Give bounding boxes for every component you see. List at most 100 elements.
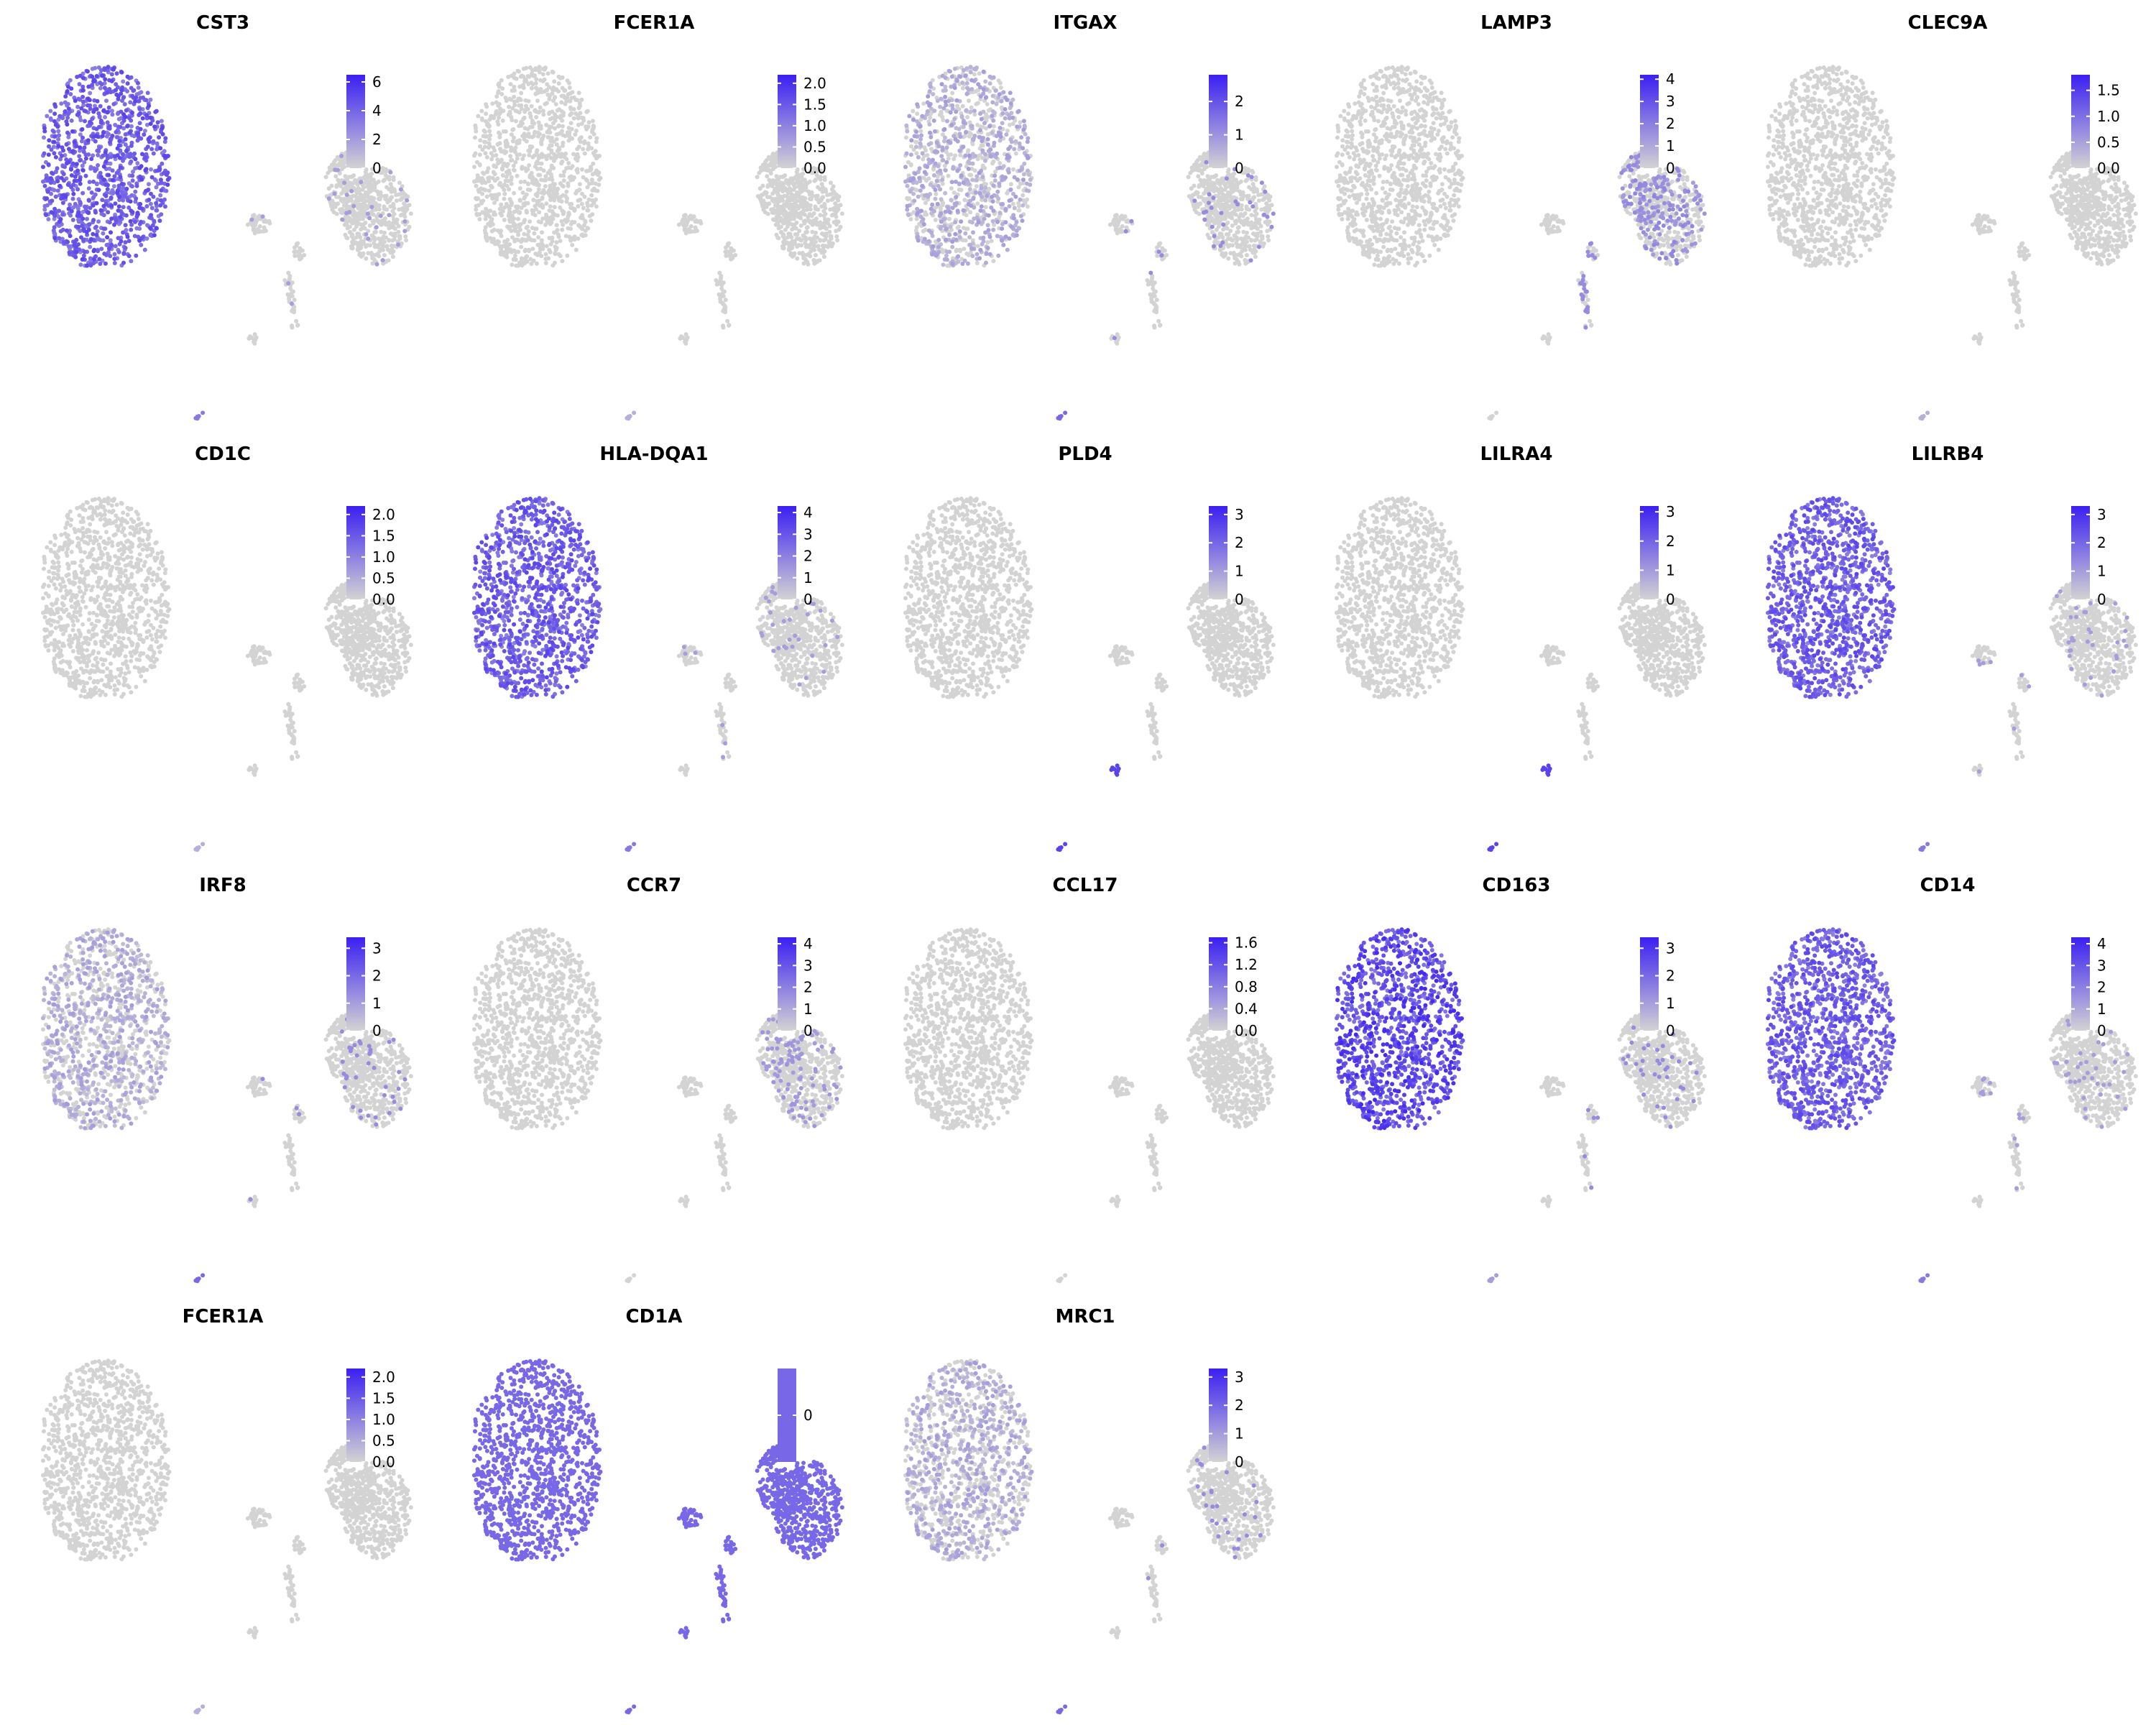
cell-point: [130, 111, 134, 115]
cell-point: [121, 231, 125, 235]
cell-point: [570, 243, 574, 247]
cell-point: [143, 168, 147, 172]
cell-point: [52, 188, 56, 193]
cell-point: [368, 224, 372, 228]
cell-point: [502, 218, 507, 222]
cell-point: [134, 96, 138, 100]
cell-point: [377, 221, 381, 225]
cell-point: [379, 190, 383, 195]
cell-point: [384, 185, 389, 190]
cell-point: [577, 91, 581, 95]
cell-point: [490, 101, 494, 106]
cell-point: [536, 130, 540, 134]
cell-point: [592, 132, 596, 137]
cell-point: [148, 226, 152, 230]
cell-point: [776, 218, 780, 223]
cell-point: [505, 144, 510, 148]
cell-point: [292, 249, 296, 254]
feature-panel-fcer1a-1: FCER1A 2.0 1.5 1.0 0.5 0.0: [431, 0, 862, 431]
cell-point: [152, 139, 156, 144]
cell-point: [564, 200, 568, 204]
cell-point: [286, 293, 290, 297]
cell-point: [106, 65, 111, 69]
cell-point: [517, 223, 522, 227]
cell-point: [338, 208, 342, 212]
cell-point: [521, 190, 525, 195]
cell-point: [481, 198, 485, 203]
cell-point: [534, 81, 538, 86]
cell-point: [514, 119, 518, 124]
cell-point: [109, 238, 113, 242]
cell-point: [724, 298, 728, 302]
cell-point: [124, 213, 129, 218]
cell-point: [569, 175, 573, 179]
cell-point: [364, 190, 368, 195]
cell-point: [136, 235, 140, 239]
cell-point: [583, 139, 587, 144]
cell-point: [121, 251, 126, 255]
cell-point: [142, 132, 146, 137]
cell-point: [514, 205, 518, 209]
cell-point: [367, 216, 372, 221]
cell-point: [55, 179, 60, 183]
cell-point: [509, 149, 513, 153]
cell-point: [73, 179, 77, 183]
cell-point: [154, 201, 158, 206]
cell-point: [776, 197, 780, 201]
cell-point: [791, 193, 795, 197]
cell-point: [61, 148, 65, 152]
cell-point: [835, 238, 839, 242]
cell-point: [113, 252, 117, 257]
cell-point: [502, 206, 507, 210]
cell-point: [129, 199, 133, 203]
cell-point: [73, 255, 78, 259]
cell-point: [515, 174, 520, 178]
cell-point: [125, 124, 129, 129]
legend-tick-label: 4: [372, 102, 382, 119]
cell-point: [138, 166, 142, 170]
cell-point: [579, 226, 584, 230]
cell-point: [130, 184, 134, 188]
cell-point: [509, 82, 513, 86]
cell-point: [385, 223, 390, 227]
cell-point: [341, 160, 346, 165]
cell-point: [115, 71, 119, 75]
cell-point: [52, 151, 56, 155]
cell-point: [793, 176, 798, 180]
cell-point: [557, 81, 561, 86]
cell-point: [516, 210, 520, 214]
cell-point: [159, 198, 163, 203]
cell-point: [784, 180, 788, 185]
cell-point: [808, 207, 813, 211]
cell-point: [480, 180, 484, 185]
cell-point: [515, 157, 520, 161]
cell-point: [147, 104, 151, 108]
cell-point: [494, 94, 499, 98]
cell-point: [551, 217, 556, 221]
cell-point: [290, 302, 294, 306]
cell-point: [367, 189, 372, 193]
cell-point: [78, 200, 82, 204]
cell-point: [525, 225, 530, 229]
cell-point: [50, 198, 54, 203]
cell-point: [159, 178, 163, 182]
cell-point: [806, 215, 810, 219]
cell-point: [395, 198, 399, 203]
cell-point: [780, 244, 785, 249]
cell-point: [535, 202, 540, 206]
cell-point: [536, 235, 540, 239]
cell-point: [560, 219, 564, 224]
cell-point: [530, 212, 535, 216]
cell-point: [535, 148, 539, 152]
cell-point: [592, 187, 596, 191]
cell-point: [45, 114, 49, 119]
cell-point: [485, 155, 489, 160]
cell-point: [103, 262, 108, 266]
cell-point: [52, 236, 57, 240]
cell-point: [818, 213, 822, 217]
cell-point: [681, 221, 686, 226]
cell-point: [798, 238, 803, 242]
cell-point: [390, 244, 394, 248]
cell-point: [474, 197, 479, 201]
cell-point: [814, 253, 818, 257]
